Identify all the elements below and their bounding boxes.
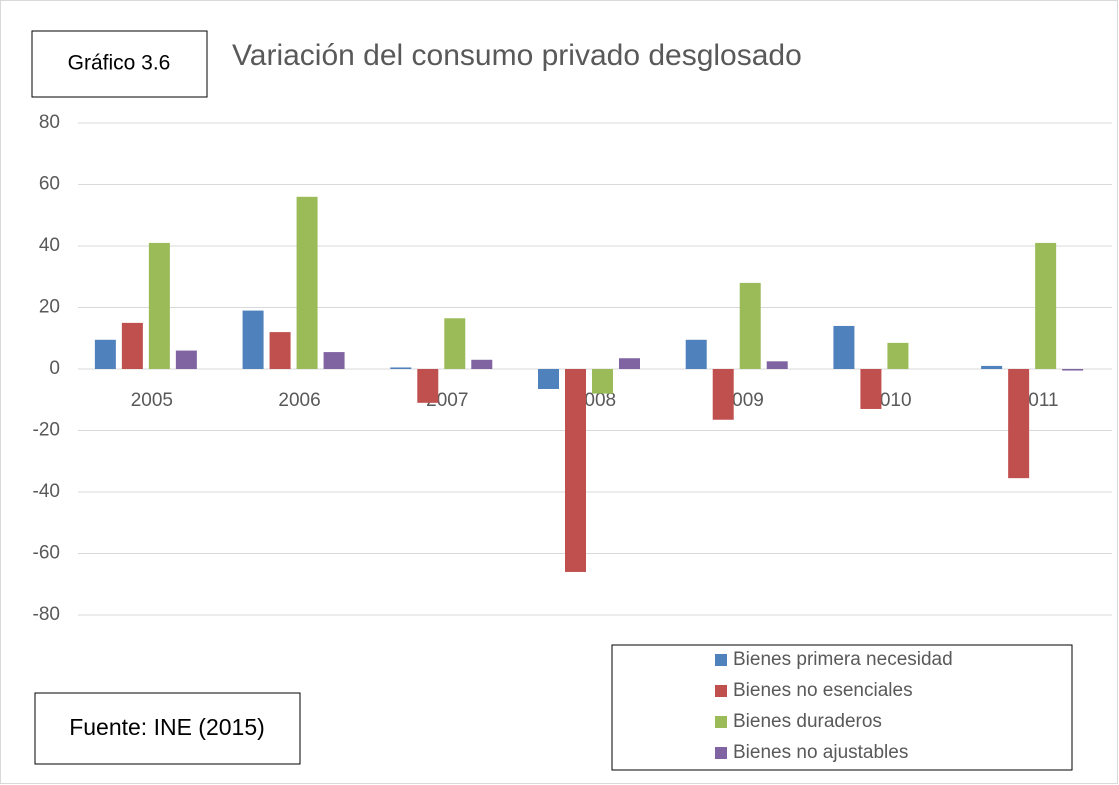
- y-tick-label: -20: [33, 420, 60, 441]
- legend-label: Bienes duraderos: [733, 711, 882, 732]
- bar: [94, 339, 116, 369]
- y-tick-label: 0: [49, 358, 60, 379]
- chart-label: Gráfico 3.6: [68, 52, 171, 75]
- source-box: [34, 692, 301, 765]
- legend-label: Bienes no ajustables: [733, 742, 908, 763]
- y-tick-label: -40: [33, 481, 60, 502]
- bar: [685, 339, 707, 369]
- bar: [269, 332, 291, 369]
- source: Fuente: INE (2015): [69, 714, 265, 740]
- bar: [981, 365, 1003, 369]
- bar: [712, 369, 734, 420]
- bar: [1035, 242, 1057, 369]
- chart-title: Variación del consumo privado desglosado: [232, 39, 802, 72]
- bar: [1062, 369, 1084, 371]
- legend-box: [611, 644, 1073, 771]
- bar: [592, 369, 613, 394]
- bar: [471, 359, 493, 369]
- bar: [390, 367, 412, 369]
- bar: [148, 242, 170, 369]
- legend-swatch: [715, 747, 727, 759]
- bar: [417, 369, 439, 403]
- bar: [323, 352, 345, 369]
- label-box: [31, 30, 208, 98]
- legend-label: Bienes primera necesidad: [733, 649, 953, 670]
- bar: [619, 358, 640, 369]
- bar: [121, 322, 143, 369]
- x-tick-label: 2005: [131, 390, 173, 411]
- bar: [1008, 369, 1030, 479]
- bar: [175, 350, 197, 369]
- bar: [538, 369, 559, 389]
- y-tick-label: -60: [33, 543, 60, 564]
- y-tick-label: 60: [39, 174, 60, 195]
- bar: [296, 196, 318, 369]
- bar: [860, 369, 882, 409]
- y-tick-label: 40: [39, 235, 60, 256]
- bar: [766, 361, 788, 369]
- bar: [739, 282, 761, 369]
- legend-swatch: [715, 685, 727, 697]
- y-tick-label: 80: [39, 112, 60, 133]
- y-tick-label: 20: [39, 297, 60, 318]
- bar: [242, 310, 264, 369]
- bar: [833, 325, 855, 369]
- bar: [887, 342, 909, 369]
- legend-swatch: [715, 654, 727, 666]
- x-tick-label: 2006: [278, 390, 320, 411]
- legend-label: Bienes no esenciales: [733, 680, 913, 701]
- bar: [444, 318, 466, 369]
- bar: [565, 369, 586, 572]
- legend-swatch: [715, 716, 727, 728]
- y-tick-label: -80: [33, 604, 60, 625]
